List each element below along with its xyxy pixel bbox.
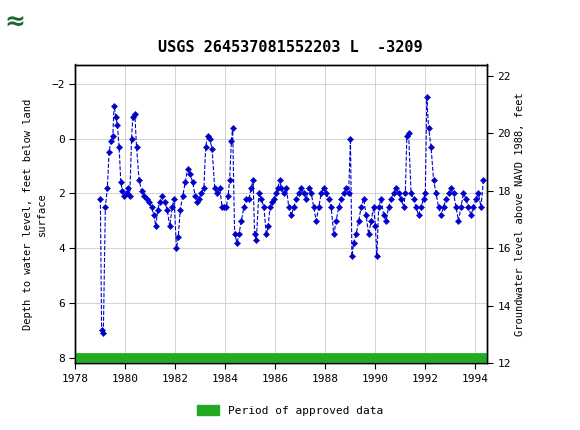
Y-axis label: Depth to water level, feet below land
surface: Depth to water level, feet below land su… xyxy=(23,98,48,329)
Y-axis label: Groundwater level above NAVD 1988, feet: Groundwater level above NAVD 1988, feet xyxy=(515,92,525,336)
Legend: Period of approved data: Period of approved data xyxy=(193,401,387,420)
FancyBboxPatch shape xyxy=(3,4,29,41)
Text: ≈: ≈ xyxy=(5,11,26,34)
Text: USGS 264537081552203 L  -3209: USGS 264537081552203 L -3209 xyxy=(158,40,422,55)
Text: USGS: USGS xyxy=(9,14,64,31)
